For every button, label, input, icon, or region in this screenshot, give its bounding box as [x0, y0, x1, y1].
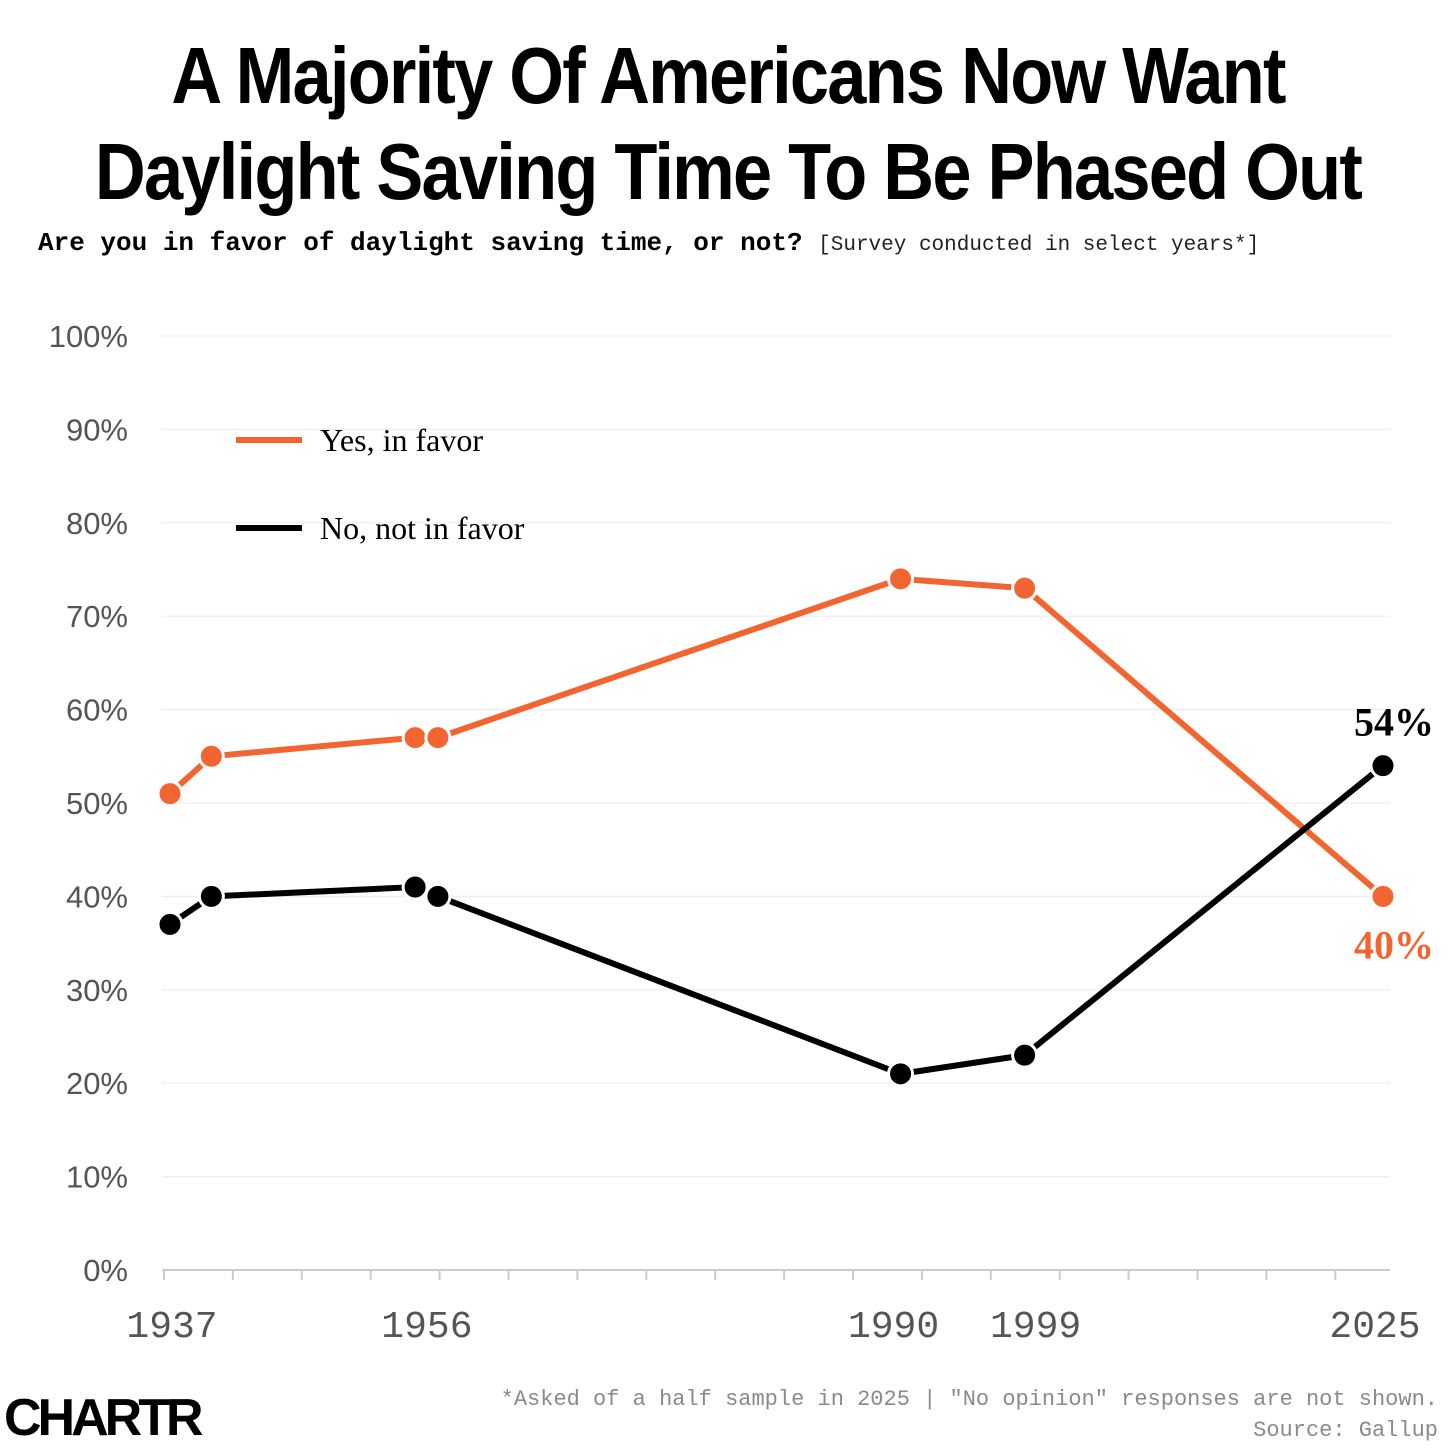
x-tick-label: 1937 [126, 1306, 217, 1349]
series-line-no [168, 763, 1385, 1077]
chartr-logo: CHARTR [4, 1389, 204, 1447]
y-tick-label: 90% [66, 412, 128, 447]
data-point-yes [887, 565, 915, 593]
x-tick-label: 1990 [848, 1306, 939, 1349]
x-tick-label: 1999 [990, 1306, 1081, 1349]
footnote-source: Source: Gallup [1253, 1418, 1438, 1443]
y-tick-label: 40% [66, 879, 128, 914]
legend-label-yes: Yes, in favor [320, 422, 483, 458]
y-tick-label: 50% [66, 786, 128, 821]
data-point-no [887, 1060, 915, 1088]
data-point-yes [197, 742, 225, 770]
footnote: *Asked of a half sample in 2025 | "No op… [501, 1384, 1438, 1446]
subtitle-question: Are you in favor of daylight saving time… [38, 228, 803, 258]
y-tick-label: 20% [66, 1066, 128, 1101]
y-tick-label: 0% [83, 1253, 128, 1288]
data-point-no [401, 873, 429, 901]
data-point-yes [1369, 882, 1397, 910]
y-tick-label: 70% [66, 599, 128, 634]
subtitle-note: [Survey conducted in select years*] [818, 234, 1260, 257]
data-point-no [424, 882, 452, 910]
chart-title: A Majority Of Americans Now Want Dayligh… [87, 28, 1368, 220]
chart-subtitle: Are you in favor of daylight saving time… [38, 228, 1438, 258]
data-point-yes [156, 780, 184, 808]
title-line-1: A Majority Of Americans Now Want [171, 31, 1286, 120]
end-value-label-no: 54% [1354, 700, 1434, 745]
y-tick-label: 10% [66, 1160, 128, 1195]
y-tick-label: 100% [49, 319, 128, 354]
data-point-yes [1011, 574, 1039, 602]
data-point-yes [424, 724, 452, 752]
legend-label-no: No, not in favor [320, 510, 525, 546]
data-point-no [197, 882, 225, 910]
x-tick-label: 2025 [1329, 1306, 1420, 1349]
x-tick-label: 1956 [381, 1306, 472, 1349]
series-line-yes [167, 575, 1385, 899]
y-tick-label: 60% [66, 693, 128, 728]
data-point-no [1011, 1041, 1039, 1069]
data-point-no [1369, 752, 1397, 780]
title-line-2: Daylight Saving Time To Be Phased Out [94, 127, 1363, 216]
footnote-line-1: *Asked of a half sample in 2025 | "No op… [500, 1387, 1438, 1412]
data-point-yes [401, 724, 429, 752]
end-value-label-yes: 40% [1354, 922, 1434, 967]
y-tick-label: 80% [66, 506, 128, 541]
data-point-no [156, 910, 184, 938]
y-tick-label: 30% [66, 973, 128, 1008]
